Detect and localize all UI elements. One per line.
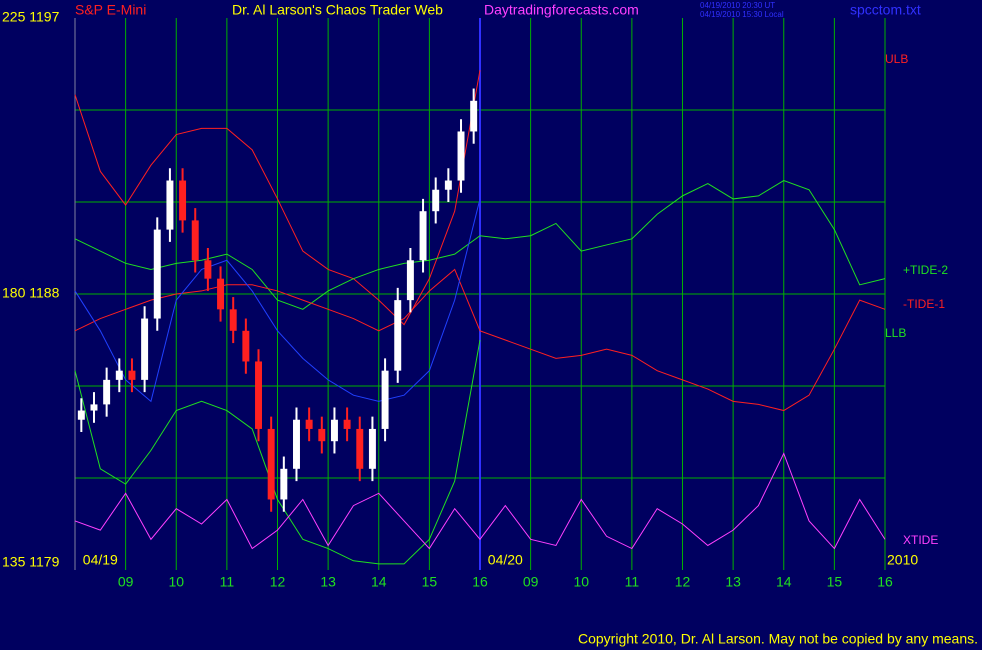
candle-body: [293, 419, 300, 469]
candle-body: [267, 428, 275, 500]
legend-label: ULB: [885, 52, 908, 66]
x-tick-label: 13: [725, 574, 741, 590]
x-tick-label: 10: [573, 574, 589, 590]
x-tick-label: 09: [118, 574, 134, 590]
date-label: 04/20: [488, 552, 523, 568]
candle-body: [255, 361, 262, 429]
copyright: Copyright 2010, Dr. Al Larson. May not b…: [578, 631, 978, 647]
x-tick-label: 10: [168, 574, 184, 590]
series-line: [74, 339, 481, 565]
x-tick-label: 14: [776, 574, 792, 590]
symbol: S&P E-Mini: [75, 2, 146, 18]
x-tick-label: 15: [422, 574, 438, 590]
candle-body: [470, 100, 478, 132]
legend-label: XTIDE: [903, 533, 938, 547]
candle-body: [204, 260, 212, 279]
candle-body: [394, 300, 402, 371]
candle-body: [381, 370, 389, 429]
candle-body: [457, 131, 465, 181]
candle-body: [318, 428, 326, 442]
x-tick-label: 11: [220, 574, 235, 590]
candle-body: [179, 180, 187, 221]
date-label: 2010: [887, 552, 918, 568]
x-tick-label: 15: [827, 574, 843, 590]
candle-body: [141, 318, 149, 380]
file-name: spcctom.txt: [850, 2, 921, 18]
timestamp-ut: 04/19/2010 20:30 UT: [700, 1, 775, 10]
x-tick-label: 16: [472, 574, 488, 590]
candle-body: [432, 189, 440, 212]
candle-body: [356, 428, 364, 469]
x-tick-label: 13: [320, 574, 336, 590]
candle-body: [280, 468, 288, 500]
candle-body: [305, 419, 313, 429]
x-tick-label: 12: [270, 574, 286, 590]
series-line: [74, 452, 886, 550]
y-tick-label: 225 1197: [2, 9, 60, 25]
y-tick-label: 135 1179: [2, 554, 60, 570]
site: Daytradingforecasts.com: [484, 2, 639, 18]
timestamp-local: 04/19/2010 15:30 Local: [700, 10, 784, 19]
candle-body: [128, 370, 136, 380]
candle-body: [444, 180, 452, 190]
candle-body: [166, 180, 174, 230]
y-tick-label: 180 1188: [2, 285, 60, 301]
candle-body: [153, 229, 161, 319]
x-tick-label: 09: [523, 574, 539, 590]
date-label: 04/19: [83, 552, 118, 568]
candle-body: [406, 260, 414, 301]
candle-body: [419, 211, 427, 261]
candle-body: [368, 428, 376, 469]
candle-body: [77, 410, 85, 420]
x-tick-label: 16: [877, 574, 893, 590]
candle-body: [115, 370, 123, 380]
series-line: [74, 198, 481, 403]
x-tick-label: 14: [371, 574, 387, 590]
candle-body: [343, 419, 351, 429]
candle-body: [229, 309, 237, 331]
candle-body: [191, 220, 199, 261]
candle-body: [330, 419, 338, 442]
x-tick-label: 11: [625, 574, 640, 590]
legend-label: LLB: [885, 326, 906, 340]
series-line: [74, 179, 886, 310]
x-tick-label: 12: [675, 574, 691, 590]
candle-body: [90, 404, 98, 411]
chart-title: Dr. Al Larson's Chaos Trader Web: [232, 2, 443, 18]
candle-body: [242, 330, 250, 362]
candle-body: [217, 278, 225, 310]
candle-body: [103, 379, 111, 405]
legend-label: +TIDE-2: [903, 263, 948, 277]
legend-label: -TIDE-1: [903, 297, 945, 311]
series-line: [74, 268, 886, 412]
